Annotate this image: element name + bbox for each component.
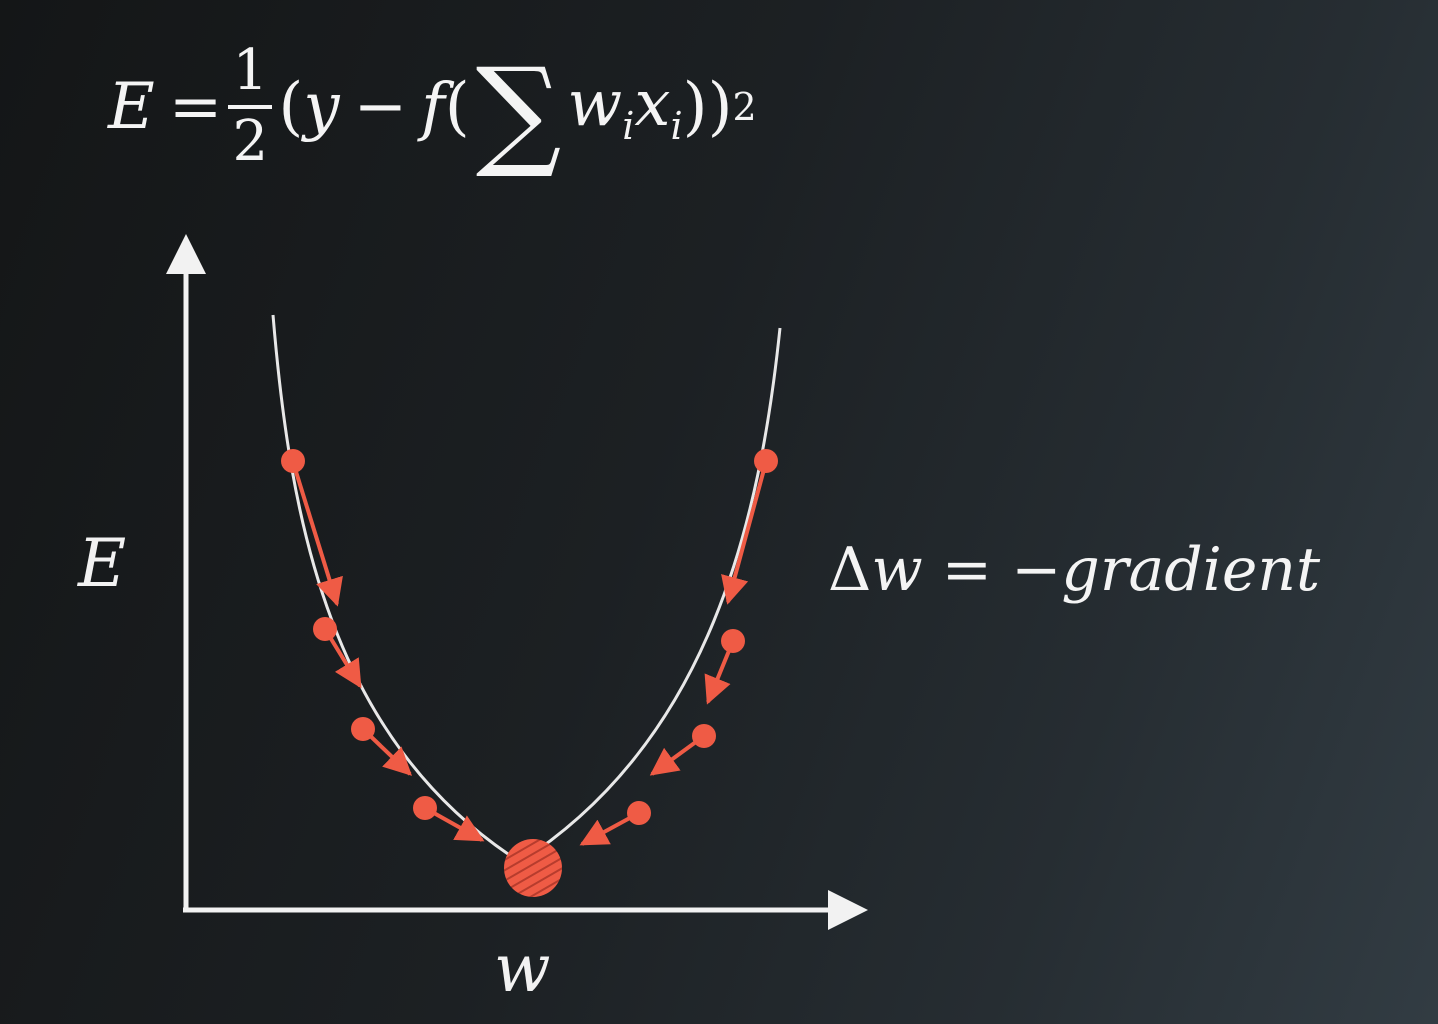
formula-open-paren-inner: ( [444,70,470,144]
error-curve [271,314,782,864]
loss-formula: E = 1 2 ( y − f ( ∑ wi xi )) 2 [108,22,757,192]
step-dot [313,617,337,641]
formula-close-parens: )) [682,70,733,144]
fraction-numerator: 1 [232,38,269,104]
delta-symbol: Δ [828,535,872,605]
formula-equals: = [168,70,223,144]
formula-x-subscript: i [670,103,683,148]
update-w: w [871,535,923,605]
striped-circle-icon [504,839,562,897]
formula-open-paren: ( [278,70,304,144]
step-dot [351,717,375,741]
step-arrow [291,461,343,607]
formula-minus: − [353,70,408,144]
update-rule: Δw = −gradient [828,535,1320,605]
fraction-bar [228,105,273,109]
step-dot [627,801,651,825]
step-dot [413,796,437,820]
formula-y: y [303,70,340,144]
step-arrow [721,461,768,605]
formula-fraction: 1 2 [228,38,273,174]
step-dot [754,449,778,473]
x-axis-label: w [494,930,551,1007]
sum-symbol: ∑ [475,43,562,182]
update-equals: = [941,535,993,605]
gradient-steps-right [579,449,778,846]
gradient-steps-left [281,449,485,842]
step-dot [721,629,745,653]
formula-lhs: E [108,70,155,144]
formula-x: xi [634,66,683,148]
update-rhs: −gradient [1011,535,1321,605]
step-dot [692,724,716,748]
fraction-denominator: 2 [232,109,269,174]
formula-power: 2 [732,85,757,129]
formula-w-subscript: i [622,103,635,148]
step-dot [281,449,305,473]
formula-w: wi [567,66,635,148]
y-axis-label: E [78,525,127,602]
formula-f: f [421,70,445,144]
